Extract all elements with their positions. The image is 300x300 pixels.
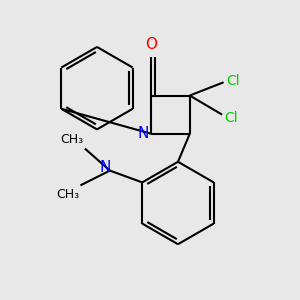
Text: O: O [146, 37, 158, 52]
Text: Cl: Cl [226, 74, 240, 88]
Text: Cl: Cl [224, 111, 238, 124]
Text: N: N [137, 126, 148, 141]
Text: CH₃: CH₃ [60, 133, 83, 146]
Text: CH₃: CH₃ [56, 188, 79, 201]
Text: N: N [100, 160, 111, 175]
